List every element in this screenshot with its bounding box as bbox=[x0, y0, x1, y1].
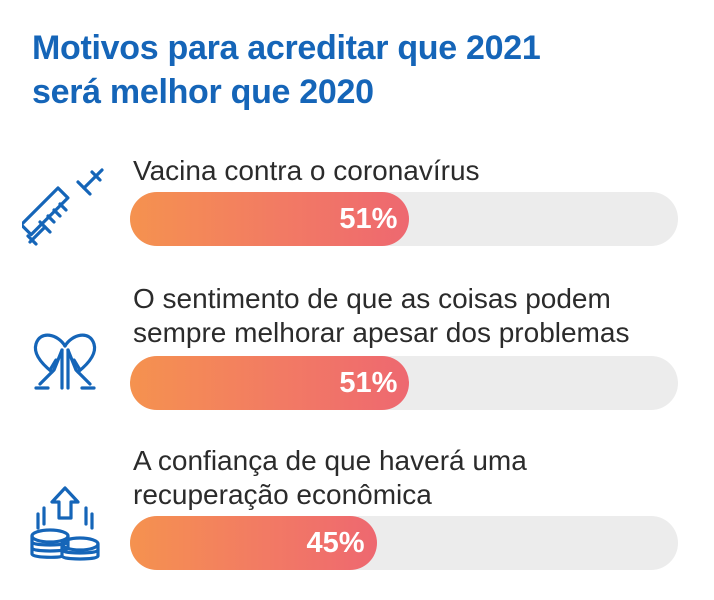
bar bbox=[130, 516, 377, 570]
syringe-icon bbox=[22, 164, 108, 250]
bar-label: A confiança de que haverá uma recuperaçã… bbox=[133, 444, 703, 512]
bar-label-line: recuperação econômica bbox=[133, 479, 432, 510]
chart-title: Motivos para acreditar que 2021 será mel… bbox=[32, 26, 692, 114]
bar-label-line: A confiança de que haverá uma bbox=[133, 445, 527, 476]
bar-label-line: Vacina contra o coronavírus bbox=[133, 155, 480, 186]
bar-row-economy: A confiança de que haverá uma recuperaçã… bbox=[0, 444, 714, 574]
bar-track: 51% bbox=[130, 192, 678, 246]
bar-label: Vacina contra o coronavírus bbox=[133, 154, 703, 188]
chart-title-line-2: será melhor que 2020 bbox=[32, 73, 374, 111]
bar-label: O sentimento de que as coisas podem semp… bbox=[133, 282, 703, 350]
chart-title-line-1: Motivos para acreditar que 2021 bbox=[32, 29, 541, 67]
data-label: 45% bbox=[306, 527, 365, 559]
data-label: 51% bbox=[339, 367, 398, 399]
bar-row-vaccine: Vacina contra o coronavírus 51% bbox=[0, 152, 714, 252]
praying-hands-heart-icon bbox=[22, 312, 108, 398]
coins-arrow-up-icon bbox=[22, 484, 108, 570]
data-label: 51% bbox=[339, 203, 398, 235]
bar bbox=[130, 192, 410, 246]
bar-track: 51% bbox=[130, 356, 678, 410]
bar-track: 45% bbox=[130, 516, 678, 570]
bar-label-line: sempre melhorar apesar dos problemas bbox=[133, 317, 630, 348]
bar-label-line: O sentimento de que as coisas podem bbox=[133, 283, 611, 314]
bar-row-optimism: O sentimento de que as coisas podem semp… bbox=[0, 282, 714, 412]
bar bbox=[130, 356, 410, 410]
